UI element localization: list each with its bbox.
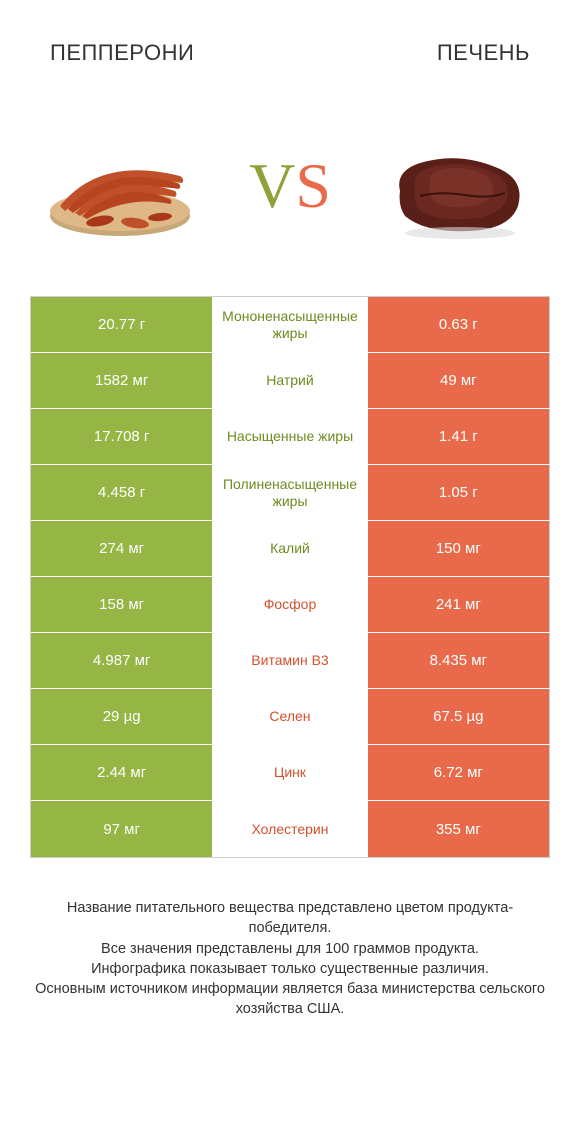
- left-value: 17.708 г: [31, 409, 212, 464]
- table-row: 20.77 гМононенасыщенные жиры0.63 г: [31, 297, 549, 353]
- footer-line: Основным источником информации является …: [30, 979, 550, 1020]
- hero-row: VS: [0, 86, 580, 296]
- liver-image: [370, 121, 540, 251]
- right-value: 241 мг: [368, 577, 549, 632]
- right-value: 1.41 г: [368, 409, 549, 464]
- footer-line: Инфографика показывает только существенн…: [30, 959, 550, 979]
- table-row: 29 µgСелен67.5 µg: [31, 689, 549, 745]
- right-value: 355 мг: [368, 801, 549, 857]
- nutrient-label: Холестерин: [212, 801, 367, 857]
- vs-v: V: [249, 149, 295, 223]
- footer-line: Все значения представлены для 100 граммо…: [30, 939, 550, 959]
- table-row: 274 мгКалий150 мг: [31, 521, 549, 577]
- left-value: 274 мг: [31, 521, 212, 576]
- vs-label: VS: [249, 149, 331, 223]
- nutrient-label: Витамин B3: [212, 633, 367, 688]
- left-title: ПЕППЕРОНИ: [50, 40, 194, 66]
- table-row: 1582 мгНатрий49 мг: [31, 353, 549, 409]
- right-value: 150 мг: [368, 521, 549, 576]
- right-value: 6.72 мг: [368, 745, 549, 800]
- nutrient-label: Полиненасыщенные жиры: [212, 465, 367, 520]
- left-value: 1582 мг: [31, 353, 212, 408]
- right-value: 8.435 мг: [368, 633, 549, 688]
- footer-line: Название питательного вещества представл…: [30, 898, 550, 939]
- table-row: 2.44 мгЦинк6.72 мг: [31, 745, 549, 801]
- right-value: 1.05 г: [368, 465, 549, 520]
- right-value: 67.5 µg: [368, 689, 549, 744]
- table-row: 17.708 гНасыщенные жиры1.41 г: [31, 409, 549, 465]
- pepperoni-image: [40, 121, 210, 251]
- table-row: 4.987 мгВитамин B38.435 мг: [31, 633, 549, 689]
- nutrient-label: Калий: [212, 521, 367, 576]
- nutrient-label: Фосфор: [212, 577, 367, 632]
- right-value: 0.63 г: [368, 297, 549, 352]
- table-row: 158 мгФосфор241 мг: [31, 577, 549, 633]
- nutrient-label: Цинк: [212, 745, 367, 800]
- left-value: 4.458 г: [31, 465, 212, 520]
- nutrient-label: Насыщенные жиры: [212, 409, 367, 464]
- left-value: 29 µg: [31, 689, 212, 744]
- table-row: 97 мгХолестерин355 мг: [31, 801, 549, 857]
- nutrient-label: Мононенасыщенные жиры: [212, 297, 367, 352]
- right-title: ПЕЧЕНЬ: [437, 40, 530, 66]
- nutrient-label: Селен: [212, 689, 367, 744]
- table-row: 4.458 гПолиненасыщенные жиры1.05 г: [31, 465, 549, 521]
- left-value: 4.987 мг: [31, 633, 212, 688]
- vs-s: S: [295, 149, 331, 223]
- header: ПЕППЕРОНИ ПЕЧЕНЬ: [0, 0, 580, 86]
- left-value: 158 мг: [31, 577, 212, 632]
- footer-text: Название питательного вещества представл…: [0, 858, 580, 1040]
- nutrient-label: Натрий: [212, 353, 367, 408]
- comparison-table: 20.77 гМононенасыщенные жиры0.63 г1582 м…: [30, 296, 550, 858]
- right-value: 49 мг: [368, 353, 549, 408]
- left-value: 2.44 мг: [31, 745, 212, 800]
- left-value: 97 мг: [31, 801, 212, 857]
- left-value: 20.77 г: [31, 297, 212, 352]
